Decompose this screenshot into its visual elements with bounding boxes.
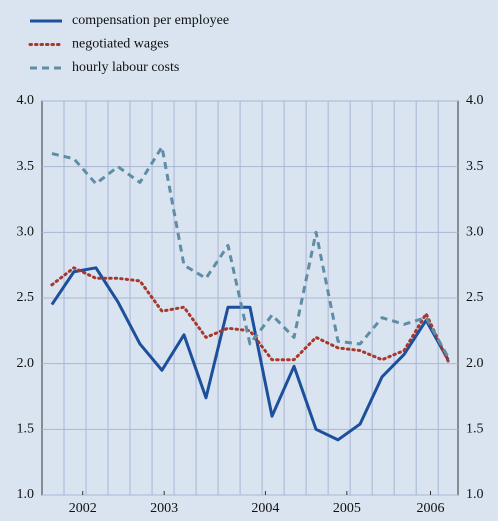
y2-tick-label: 1.0: [466, 487, 484, 502]
y2-tick-label: 3.5: [466, 159, 484, 174]
x-tick-label: 2004: [251, 501, 279, 516]
x-tick-label: 2005: [333, 501, 361, 516]
x-tick-label: 2002: [69, 501, 97, 516]
legend-label: compensation per employee: [72, 13, 229, 28]
y-tick-label: 2.5: [17, 290, 35, 305]
series-line: [50, 266, 450, 363]
x-tick-label: 2003: [150, 501, 178, 516]
y2-tick-label: 4.0: [466, 93, 484, 108]
y2-tick-label: 2.5: [466, 290, 484, 305]
y-tick-label: 1.0: [17, 487, 35, 502]
x-tick-label: 2006: [416, 501, 444, 516]
legend-label: negotiated wages: [72, 37, 169, 52]
series-line: [51, 145, 450, 358]
y2-tick-label: 3.0: [466, 225, 484, 240]
y-tick-label: 1.5: [17, 422, 35, 437]
y2-tick-label: 1.5: [466, 422, 484, 437]
y-tick-label: 3.5: [17, 159, 35, 174]
y-tick-label: 3.0: [17, 225, 35, 240]
y2-tick-label: 2.0: [466, 356, 484, 371]
legend-label: hourly labour costs: [72, 60, 179, 75]
y-tick-label: 4.0: [17, 93, 35, 108]
series-line: [50, 266, 450, 442]
y-tick-label: 2.0: [17, 356, 35, 371]
